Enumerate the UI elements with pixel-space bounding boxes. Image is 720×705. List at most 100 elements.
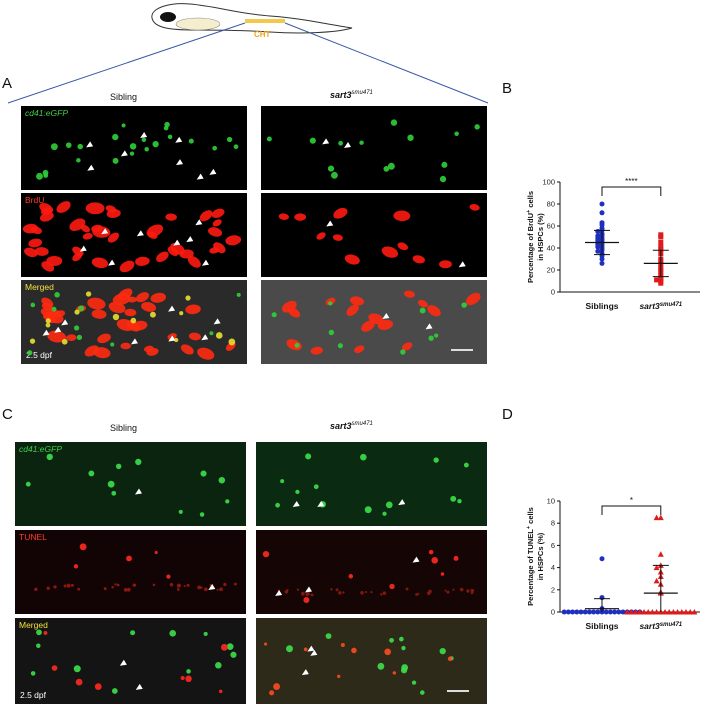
data-point: [657, 551, 664, 557]
y-tick-label: 10: [547, 497, 555, 506]
data-point: [624, 609, 631, 615]
channel-label: cd41:eGFP: [19, 444, 62, 454]
micrograph-c-sibling-gfp: cd41:eGFP: [15, 442, 246, 526]
data-point: [657, 514, 664, 521]
data-point: [658, 276, 664, 282]
y-tick-label: 80: [547, 200, 555, 209]
data-point: [636, 609, 643, 615]
micrograph-c-sibling-merged: Merged 2.5 dpf: [15, 618, 246, 704]
data-point: [599, 251, 605, 256]
mutant-allele: smu471: [351, 90, 373, 96]
data-point: [657, 562, 664, 568]
x-category-label: Siblings: [585, 621, 618, 631]
y-tick-label: 20: [547, 266, 555, 275]
data-point: [658, 244, 664, 250]
x-category-label: sart3smu471: [639, 301, 682, 311]
data-point: [653, 564, 660, 571]
micrograph-a-mutant-merged: [261, 280, 487, 364]
data-point: [628, 609, 634, 615]
panel-a-letter: A: [2, 75, 13, 92]
significance-label: *: [630, 496, 633, 505]
scale-bar: [447, 690, 469, 692]
data-point: [595, 242, 601, 248]
panel-a-col-sibling: Sibling: [110, 92, 138, 102]
data-point: [658, 275, 664, 281]
data-point: [599, 556, 605, 562]
data-point: [658, 280, 664, 286]
data-point: [657, 573, 664, 579]
data-point: [612, 609, 618, 615]
mutant-allele: smu471: [351, 421, 373, 427]
data-point: [620, 609, 626, 615]
y-tick-label: 4: [551, 563, 555, 572]
data-point: [595, 609, 601, 615]
data-point: [599, 236, 605, 242]
data-point: [658, 273, 664, 278]
micrograph-a-mutant-brdu: [261, 193, 487, 277]
data-point: [658, 262, 664, 267]
data-point: [658, 240, 664, 245]
data-point: [653, 609, 660, 615]
data-point: [658, 256, 664, 262]
stage-label: 2.5 dpf: [20, 690, 46, 700]
data-point: [641, 609, 647, 615]
channel-label: Merged: [25, 282, 54, 292]
data-point: [578, 609, 584, 615]
micrograph-c-mutant-merged: [256, 618, 487, 704]
data-point: [599, 243, 605, 249]
data-point: [674, 609, 681, 615]
micrograph-a-sibling-merged: Merged 2.5 dpf: [21, 280, 247, 364]
y-tick-label: 0: [551, 608, 555, 617]
y-tick-label: 40: [547, 244, 555, 253]
data-point: [658, 232, 664, 238]
data-point: [657, 609, 664, 615]
micrograph-c-mutant-gfp: [256, 442, 487, 526]
significance-bracket: [601, 505, 662, 515]
data-point: [607, 609, 613, 615]
data-point: [599, 231, 605, 237]
mutant-gene: sart3: [330, 90, 352, 100]
data-point: [603, 609, 609, 615]
data-point: [582, 609, 588, 615]
y-tick-label: 6: [551, 541, 555, 550]
data-point: [662, 609, 668, 615]
y-tick-label: 2: [551, 585, 555, 594]
micrograph-c-mutant-tunel: [256, 530, 487, 614]
channel-label: BrdU: [25, 195, 45, 205]
data-point: [658, 234, 664, 240]
panel-a-col-mutant: sart3smu471: [330, 90, 373, 100]
data-point: [654, 277, 660, 283]
x-category-label: Siblings: [585, 301, 618, 311]
micrograph-c-sibling-tunel: TUNEL: [15, 530, 246, 614]
data-point: [595, 248, 601, 254]
data-point: [658, 269, 664, 275]
data-point: [645, 609, 652, 615]
y-tick-label: 60: [547, 222, 555, 231]
mutant-gene: sart3: [330, 421, 352, 431]
data-point: [658, 278, 664, 284]
data-point: [624, 609, 630, 615]
y-axis-title-line2: in HSPCs (%): [536, 532, 545, 580]
data-point: [678, 609, 685, 615]
micrograph-a-mutant-gfp: [261, 106, 487, 190]
micrograph-a-sibling-gfp: cd41:eGFP: [21, 106, 247, 190]
channel-label: Merged: [19, 620, 48, 630]
data-point: [595, 244, 601, 250]
significance-bracket: [601, 186, 662, 196]
data-point: [586, 609, 592, 615]
data-point: [595, 233, 601, 239]
y-axis-title: Percentage of TUNEL+ cells: [526, 507, 535, 606]
data-point: [657, 569, 664, 575]
data-point: [599, 201, 605, 207]
data-point: [657, 581, 664, 587]
y-tick-label: 8: [551, 519, 555, 528]
significance-label: ****: [625, 177, 637, 186]
channel-label: cd41:eGFP: [25, 108, 68, 118]
y-tick-label: 100: [542, 178, 555, 187]
data-point: [574, 609, 580, 615]
data-point: [658, 265, 664, 271]
scale-bar: [451, 349, 473, 351]
data-point: [599, 210, 605, 216]
zebrafish-schematic: [7, 3, 489, 104]
data-point: [657, 590, 664, 596]
